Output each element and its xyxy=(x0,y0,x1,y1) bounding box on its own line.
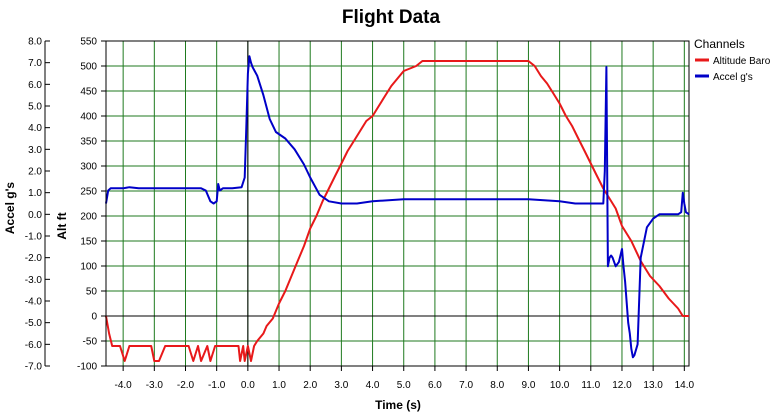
time-tick-label: -1.0 xyxy=(208,380,226,391)
time-tick-label: 6.0 xyxy=(428,380,442,391)
time-tick-label: 8.0 xyxy=(490,380,504,391)
altitude-tick-label: 350 xyxy=(80,137,97,148)
time-tick-label: 2.0 xyxy=(303,380,317,391)
altitude-tick-label: 0 xyxy=(91,312,97,323)
altitude-tick-label: 550 xyxy=(80,37,97,48)
time-tick-label: 5.0 xyxy=(397,380,411,391)
series-lines xyxy=(105,55,690,362)
altitude-axis-title: Alt ft xyxy=(55,212,69,239)
legend-title: Channels xyxy=(694,37,745,51)
time-tick-label: -2.0 xyxy=(177,380,195,391)
altitude-tick-label: 250 xyxy=(80,187,97,198)
time-tick-label: 11.0 xyxy=(581,380,600,391)
altitude-tick-label: 500 xyxy=(80,62,97,73)
altitude-tick-label: 50 xyxy=(86,287,98,298)
altitude-tick-label: -100 xyxy=(77,362,97,373)
legend: Channels Altitude Baro Accel g's xyxy=(694,37,771,83)
legend-label-accel: Accel g's xyxy=(713,72,753,83)
altitude-tick-label: -50 xyxy=(83,337,98,348)
time-tick-label: 10.0 xyxy=(550,380,570,391)
time-tick-label: 3.0 xyxy=(334,380,348,391)
accel-tick-label: 8.0 xyxy=(28,37,42,48)
altitude-tick-label: 150 xyxy=(80,237,97,248)
altitude-tick-label: 200 xyxy=(80,212,97,223)
accel-tick-label: -7.0 xyxy=(25,362,43,373)
accel-tick-label: 3.0 xyxy=(28,145,42,156)
accel-tick-label: -5.0 xyxy=(25,318,43,329)
time-tick-label: 9.0 xyxy=(521,380,535,391)
time-tick-label: 14.0 xyxy=(675,380,695,391)
chart-title: Flight Data xyxy=(342,7,441,28)
accel-axis-title: Accel g's xyxy=(3,182,17,235)
accel-tick-label: -6.0 xyxy=(25,340,43,351)
accel-tick-label: 2.0 xyxy=(28,167,42,178)
altitude-axis: -100 -50 0 50 100 150 200 250 300 350 400 450 500 550 xyxy=(77,37,107,373)
accel-tick-label: -1.0 xyxy=(25,232,43,243)
series-altitude-baro xyxy=(105,60,689,362)
altitude-tick-label: 100 xyxy=(80,262,97,273)
time-tick-label: 13.0 xyxy=(643,380,663,391)
accel-tick-label: -4.0 xyxy=(25,297,43,308)
series-accel xyxy=(105,55,690,359)
time-tick-label: 1.0 xyxy=(272,380,286,391)
time-tick-label: 7.0 xyxy=(459,380,473,391)
time-tick-label: 4.0 xyxy=(366,380,380,391)
accel-tick-label: 0.0 xyxy=(28,210,42,221)
accel-tick-label: -2.0 xyxy=(25,253,43,264)
accel-tick-label: 1.0 xyxy=(28,188,42,199)
accel-tick-label: 4.0 xyxy=(28,123,42,134)
accel-tick-label: 6.0 xyxy=(28,80,42,91)
accel-axis: -7.0 -6.0 -5.0 -4.0 -3.0 -2.0 -1.0 0.0 1.0 2.0 3.0… xyxy=(25,37,50,373)
accel-tick-label: -3.0 xyxy=(25,275,43,286)
altitude-tick-label: 400 xyxy=(80,112,97,123)
time-axis-title: Time (s) xyxy=(375,398,421,412)
time-tick-label: -3.0 xyxy=(146,380,164,391)
altitude-tick-label: 300 xyxy=(80,162,97,173)
time-tick-label: 12.0 xyxy=(612,380,632,391)
legend-label-altitude-baro: Altitude Baro xyxy=(713,56,771,67)
time-tick-label: 0.0 xyxy=(241,380,255,391)
altitude-tick-label: 450 xyxy=(80,87,97,98)
accel-tick-label: 7.0 xyxy=(28,58,42,69)
accel-tick-label: 5.0 xyxy=(28,102,42,113)
time-tick-label: -4.0 xyxy=(115,380,133,391)
time-axis: -4.0 -3.0 -2.0 -1.0 0.0 1.0 2.0 3.0 4.0 5.0 6.0 7.0… xyxy=(106,365,695,391)
